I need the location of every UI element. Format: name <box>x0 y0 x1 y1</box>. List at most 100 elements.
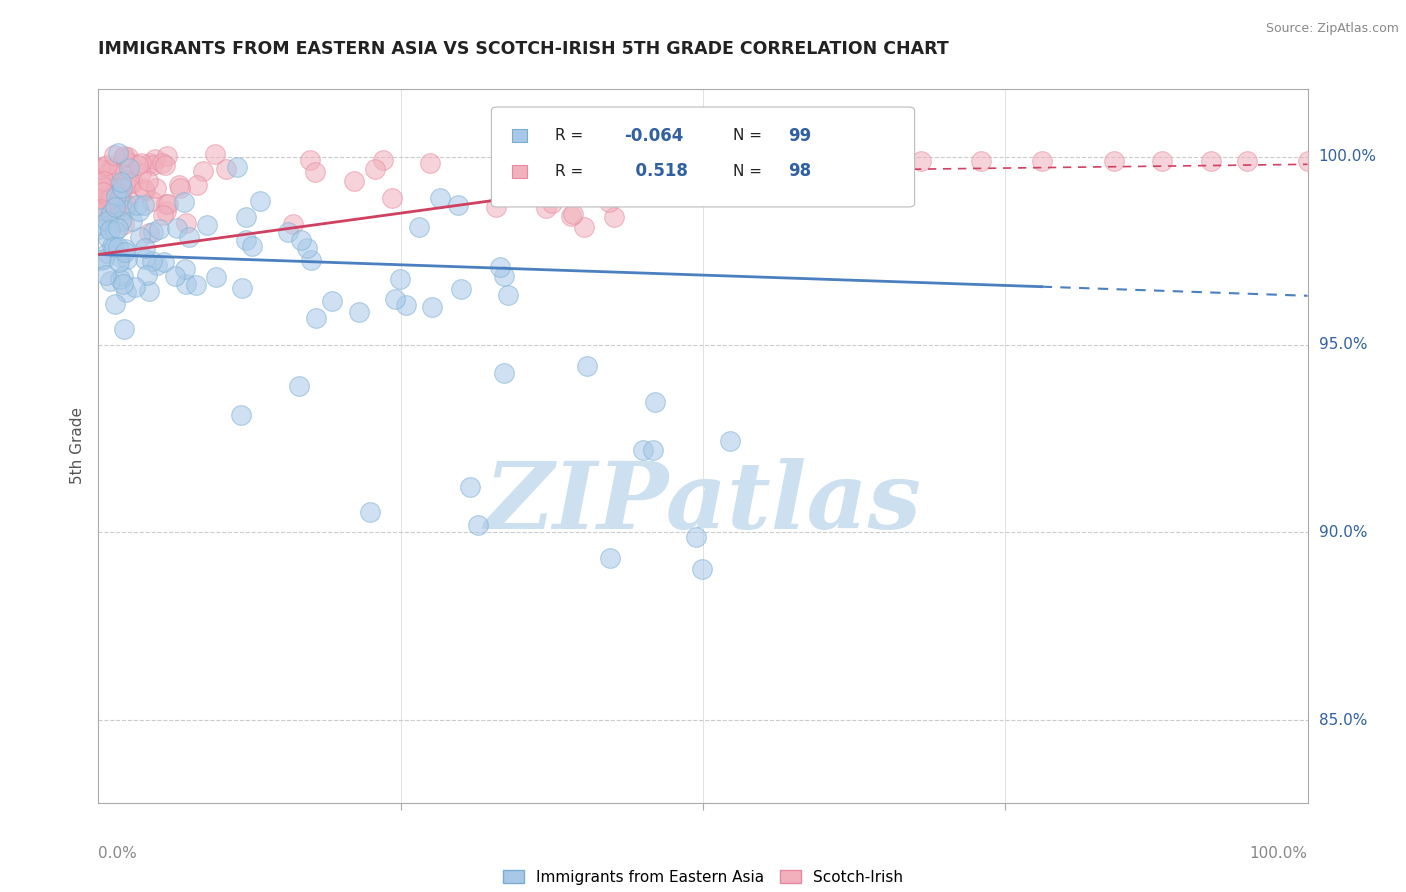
Text: 100.0%: 100.0% <box>1319 149 1376 164</box>
Point <box>145 181 167 195</box>
Text: 0.0%: 0.0% <box>98 846 138 861</box>
Point <box>249 194 271 209</box>
Point <box>117 192 139 206</box>
Point <box>389 272 412 286</box>
Point <box>138 284 160 298</box>
Point <box>195 218 218 232</box>
Point <box>90 202 112 217</box>
Point <box>560 210 582 224</box>
Point <box>458 479 481 493</box>
Point <box>110 250 132 264</box>
Point <box>305 310 328 325</box>
Point <box>93 174 115 188</box>
Point <box>277 225 299 239</box>
Point <box>395 298 418 312</box>
Point <box>108 191 131 205</box>
Point <box>297 240 319 254</box>
Point <box>155 203 177 218</box>
Point <box>837 153 859 168</box>
Point <box>127 159 149 173</box>
Point <box>174 216 197 230</box>
Point <box>299 153 322 168</box>
Point <box>381 191 404 205</box>
Point <box>101 200 124 214</box>
Point <box>191 164 214 178</box>
Text: -0.064: -0.064 <box>624 127 683 145</box>
Point <box>561 207 583 221</box>
Text: R =: R = <box>555 164 589 178</box>
Point <box>485 200 508 214</box>
Point <box>447 197 470 211</box>
Text: 90.0%: 90.0% <box>1319 524 1367 540</box>
Point <box>110 272 132 286</box>
Point <box>124 279 146 293</box>
Point <box>89 177 111 191</box>
Point <box>173 195 195 210</box>
Point <box>141 253 163 268</box>
Point <box>104 224 127 238</box>
Point <box>156 197 179 211</box>
Point <box>496 288 519 302</box>
Point <box>347 305 370 319</box>
Point <box>110 214 132 228</box>
Point <box>205 270 228 285</box>
Point <box>96 166 118 180</box>
FancyBboxPatch shape <box>492 107 915 207</box>
Point <box>177 230 200 244</box>
Point <box>1102 153 1125 168</box>
Point <box>152 209 174 223</box>
Point <box>169 181 191 195</box>
Point <box>488 260 510 274</box>
Point <box>174 277 197 291</box>
Point <box>603 211 626 225</box>
Point <box>112 167 135 181</box>
Point <box>1296 153 1319 168</box>
Point <box>90 253 112 268</box>
Point <box>108 194 131 208</box>
Point <box>299 252 322 267</box>
Text: 95.0%: 95.0% <box>1319 337 1367 352</box>
Point <box>105 188 128 202</box>
Text: R =: R = <box>555 128 589 143</box>
Point <box>359 505 381 519</box>
Point <box>115 285 138 299</box>
Point <box>114 244 136 259</box>
Point <box>129 166 152 180</box>
Point <box>429 191 451 205</box>
Point <box>89 161 111 176</box>
Point <box>1236 153 1258 168</box>
Point <box>541 196 564 211</box>
Point <box>644 395 666 409</box>
Point <box>111 196 134 211</box>
Point <box>104 200 127 214</box>
Point <box>163 268 186 283</box>
Point <box>93 252 115 267</box>
Text: N =: N = <box>734 164 768 178</box>
FancyBboxPatch shape <box>512 129 527 142</box>
Point <box>105 186 128 200</box>
Point <box>492 366 515 380</box>
Point <box>112 202 135 217</box>
Point <box>112 217 135 231</box>
Point <box>93 191 115 205</box>
Point <box>143 153 166 167</box>
Point <box>100 161 122 176</box>
Point <box>96 245 118 260</box>
Text: Source: ZipAtlas.com: Source: ZipAtlas.com <box>1265 22 1399 36</box>
Point <box>112 277 135 292</box>
Point <box>111 269 134 284</box>
Point <box>225 161 247 175</box>
Point <box>110 175 132 189</box>
Point <box>156 149 179 163</box>
Point <box>166 220 188 235</box>
Point <box>138 226 160 240</box>
Point <box>141 194 163 209</box>
Point <box>118 156 141 170</box>
Point <box>150 156 173 170</box>
Point <box>129 155 152 169</box>
Point <box>174 261 197 276</box>
Point <box>184 278 207 293</box>
Point <box>631 443 654 458</box>
Point <box>117 150 139 164</box>
Point <box>107 240 129 254</box>
